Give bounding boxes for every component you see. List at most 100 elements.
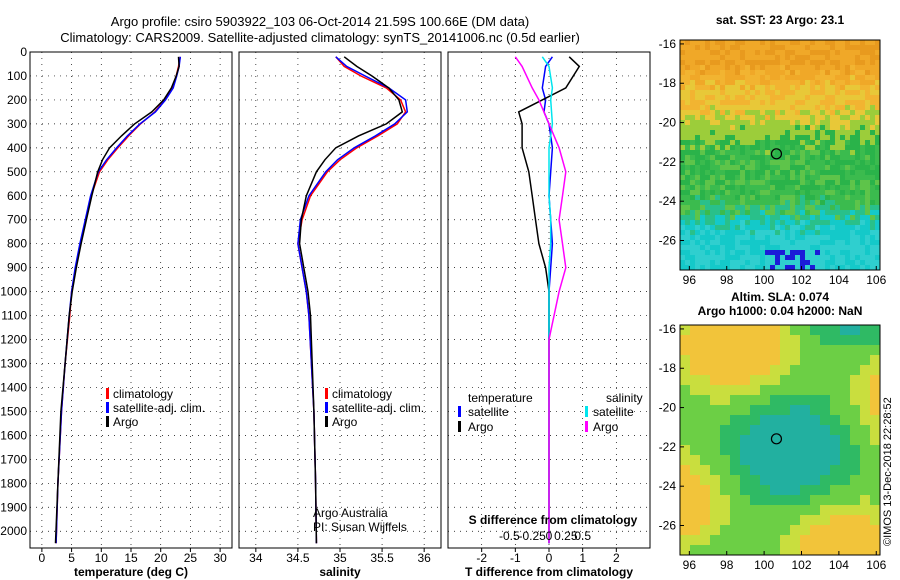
- heatmap-cell: [690, 115, 695, 120]
- heatmap-cell: [800, 425, 810, 435]
- heatmap-cell: [800, 200, 805, 205]
- heatmap-cell: [710, 240, 715, 245]
- heatmap-cell: [700, 135, 705, 140]
- heatmap-cell: [860, 225, 865, 230]
- heatmap-cell: [830, 150, 835, 155]
- heatmap-cell: [710, 455, 720, 465]
- heatmap-cell: [825, 110, 830, 115]
- heatmap-cell: [690, 225, 695, 230]
- heatmap-cell: [745, 220, 750, 225]
- heatmap-cell: [740, 150, 745, 155]
- heatmap-cell: [790, 145, 795, 150]
- heatmap-cell: [830, 180, 835, 185]
- heatmap-cell: [805, 160, 810, 165]
- heatmap-cell: [850, 70, 855, 75]
- heatmap-cell: [730, 325, 740, 335]
- heatmap-cell: [835, 160, 840, 165]
- heatmap-cell: [710, 135, 715, 140]
- heatmap-cell: [830, 185, 835, 190]
- heatmap-cell: [795, 85, 800, 90]
- heatmap-cell: [805, 180, 810, 185]
- heatmap-cell: [790, 250, 795, 255]
- heatmap-cell: [870, 235, 875, 240]
- heatmap-cell: [755, 115, 760, 120]
- heatmap-cell: [755, 95, 760, 100]
- heatmap-cell: [695, 100, 700, 105]
- heatmap-cell: [700, 210, 705, 215]
- heatmap-cell: [800, 115, 805, 120]
- heatmap-cell: [840, 145, 845, 150]
- heatmap-cell: [810, 70, 815, 75]
- heatmap-cell: [830, 345, 840, 355]
- heatmap-cell: [820, 240, 825, 245]
- heatmap-cell: [695, 85, 700, 90]
- heatmap-cell: [735, 160, 740, 165]
- heatmap-cell: [800, 435, 810, 445]
- heatmap-cell: [765, 90, 770, 95]
- heatmap-cell: [790, 535, 800, 545]
- heatmap-cell: [680, 245, 685, 250]
- heatmap-cell: [835, 60, 840, 65]
- heatmap-cell: [865, 145, 870, 150]
- heatmap-cell: [780, 195, 785, 200]
- heatmap-cell: [875, 245, 880, 250]
- heatmap-cell: [790, 110, 795, 115]
- heatmap-cell: [745, 45, 750, 50]
- heatmap-cell: [740, 145, 745, 150]
- heatmap-cell: [760, 190, 765, 195]
- heatmap-cell: [830, 50, 835, 55]
- heatmap-cell: [760, 125, 765, 130]
- heatmap-cell: [875, 205, 880, 210]
- heatmap-cell: [765, 250, 770, 255]
- heatmap-cell: [680, 115, 685, 120]
- heatmap-cell: [755, 140, 760, 145]
- heatmap-cell: [750, 170, 755, 175]
- heatmap-cell: [830, 105, 835, 110]
- heatmap-cell: [780, 375, 790, 385]
- heatmap-cell: [690, 80, 695, 85]
- heatmap-cell: [805, 130, 810, 135]
- heatmap-cell: [870, 255, 875, 260]
- heatmap-cell: [710, 105, 715, 110]
- heatmap-cell: [760, 255, 765, 260]
- heatmap-cell: [725, 150, 730, 155]
- heatmap-cell: [730, 55, 735, 60]
- title-line-1: Argo profile: csiro 5903922_103 06-Oct-2…: [111, 14, 529, 29]
- heatmap-cell: [750, 110, 755, 115]
- heatmap-cell: [875, 130, 880, 135]
- heatmap-cell: [855, 165, 860, 170]
- heatmap-cell: [795, 180, 800, 185]
- heatmap-cell: [755, 80, 760, 85]
- heatmap-cell: [865, 85, 870, 90]
- heatmap-cell: [740, 425, 750, 435]
- heatmap-cell: [740, 115, 745, 120]
- heatmap-cell: [785, 75, 790, 80]
- heatmap-cell: [800, 190, 805, 195]
- heatmap-cell: [780, 220, 785, 225]
- heatmap-cell: [835, 230, 840, 235]
- y-tick-label: 500: [7, 165, 27, 179]
- heatmap-cell: [735, 130, 740, 135]
- heatmap-cell: [755, 245, 760, 250]
- heatmap-cell: [800, 40, 805, 45]
- heatmap-cell: [760, 150, 765, 155]
- heatmap-cell: [700, 205, 705, 210]
- heatmap-cell: [800, 125, 805, 130]
- heatmap-cell: [745, 210, 750, 215]
- heatmap-cell: [695, 235, 700, 240]
- heatmap-cell: [875, 75, 880, 80]
- heatmap-cell: [755, 225, 760, 230]
- heatmap-cell: [815, 165, 820, 170]
- heatmap-cell: [770, 55, 775, 60]
- heatmap-cell: [710, 435, 720, 445]
- heatmap-cell: [805, 170, 810, 175]
- heatmap-cell: [810, 355, 820, 365]
- heatmap-cell: [785, 120, 790, 125]
- heatmap-cell: [750, 265, 755, 270]
- heatmap-cell: [760, 225, 765, 230]
- heatmap-cell: [790, 80, 795, 85]
- heatmap-cell: [855, 215, 860, 220]
- heatmap-cell: [710, 220, 715, 225]
- heatmap-cell: [685, 250, 690, 255]
- heatmap-cell: [860, 40, 865, 45]
